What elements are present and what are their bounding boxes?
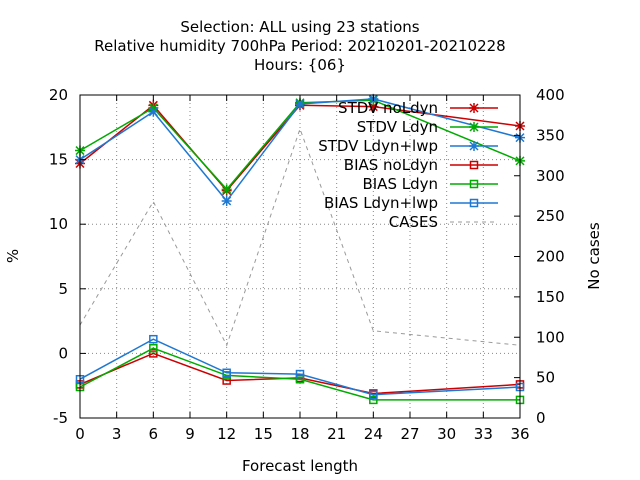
y-axis-left-label: % <box>4 249 22 263</box>
x-axis-label: Forecast length <box>242 457 358 475</box>
data-point <box>368 101 379 112</box>
chart-title-line-1: Selection: ALL using 23 stations <box>180 18 419 36</box>
legend-marker <box>469 122 479 132</box>
legend-marker <box>469 198 479 208</box>
x-tick-label: 9 <box>185 425 195 443</box>
y-right-tick-label: 100 <box>536 328 565 346</box>
data-point <box>295 374 305 384</box>
legend-label: STDV Ldyn+lwp <box>318 137 438 155</box>
x-tick-label: 27 <box>400 425 419 443</box>
x-tick-label: 3 <box>112 425 122 443</box>
x-tick-label: 30 <box>437 425 456 443</box>
data-point <box>149 343 158 353</box>
legend-label: STDV noLdyn <box>338 99 438 117</box>
y-left-tick-label: 0 <box>58 344 68 362</box>
data-point <box>222 368 231 378</box>
data-point <box>369 390 378 399</box>
grid <box>80 95 520 418</box>
x-tick-label: 12 <box>217 425 236 443</box>
data-point <box>222 376 231 385</box>
series-line-bias-ldyn <box>79 347 520 401</box>
x-tick-label: 18 <box>290 425 309 443</box>
series-line-bias-ldyn-lwp <box>79 338 521 396</box>
chart-title-line-3: Hours: {06} <box>254 56 346 74</box>
data-point <box>369 395 378 405</box>
series-line-stdv-ldyn-lwp <box>79 98 521 203</box>
data-point <box>149 334 158 344</box>
legend-label: BIAS Ldyn <box>362 175 438 193</box>
y-left-tick-label: -5 <box>53 409 68 427</box>
data-point <box>221 184 232 195</box>
y-right-tick-label: 250 <box>536 207 565 225</box>
legend-label: CASES <box>389 213 438 231</box>
data-point <box>148 106 159 117</box>
legend-marker <box>469 103 479 113</box>
y-right-tick-label: 300 <box>536 167 565 185</box>
legend-marker <box>469 141 479 151</box>
data-point <box>295 99 305 110</box>
x-tick-label: 0 <box>75 425 85 443</box>
y-left-tick-label: 15 <box>49 151 68 169</box>
legend-marker <box>469 160 479 170</box>
series-line-cases <box>79 127 521 347</box>
x-tick-label: 6 <box>149 425 159 443</box>
y-right-tick-label: 200 <box>536 248 565 266</box>
y-right-tick-label: 400 <box>536 86 565 104</box>
y-right-tick-label: 50 <box>536 369 555 387</box>
y-right-tick-label: 0 <box>536 409 546 427</box>
legend-marker <box>469 179 479 189</box>
y-right-tick-label: 350 <box>536 126 565 144</box>
legend-label: STDV Ldyn <box>357 118 438 136</box>
x-tick-label: 15 <box>254 425 273 443</box>
x-tick-label: 36 <box>510 425 529 443</box>
y-right-tick-label: 150 <box>536 288 565 306</box>
x-tick-label: 21 <box>327 425 346 443</box>
y-left-tick-label: 10 <box>49 215 68 233</box>
legend-label: BIAS Ldyn+lwp <box>324 194 438 212</box>
data-point <box>149 349 158 358</box>
series-line-stdv-ldyn <box>79 99 521 191</box>
y-left-tick-label: 5 <box>58 280 68 298</box>
x-tick-label: 24 <box>364 425 383 443</box>
ticks: 0 3 6 9 12 15 18 21 24 27 30 33 36-50510152005010015… <box>49 86 565 443</box>
chart-title-line-2: Relative humidity 700hPa Period: 2021020… <box>94 37 505 55</box>
data-point <box>295 369 305 379</box>
x-tick-label: 33 <box>474 425 493 443</box>
data-point <box>221 195 232 206</box>
legend-label: BIAS noLdyn <box>344 156 438 174</box>
y-axis-right-label: No cases <box>585 222 603 290</box>
series-line-bias-noldyn <box>79 352 521 395</box>
y-left-tick-label: 20 <box>49 86 68 104</box>
series-layer <box>75 93 525 405</box>
